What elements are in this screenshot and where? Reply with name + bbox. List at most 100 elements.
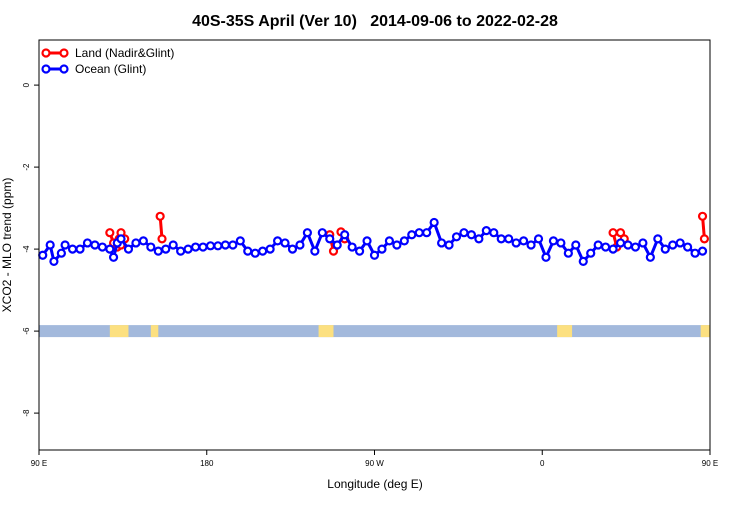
land-patch — [318, 325, 334, 338]
land-patch — [150, 325, 159, 338]
ocean-point — [653, 234, 663, 244]
land-point — [699, 234, 710, 244]
ocean-point — [481, 226, 491, 236]
legend-marker — [41, 64, 51, 74]
ocean-point — [392, 240, 402, 250]
ocean-point — [519, 236, 529, 246]
ocean-point — [697, 246, 708, 256]
ocean-point — [496, 234, 506, 244]
ocean-point — [504, 234, 514, 244]
ocean-point — [67, 244, 78, 254]
ocean-point — [466, 230, 477, 240]
land-point — [697, 211, 708, 221]
ocean-point — [332, 240, 342, 250]
ocean-point — [235, 236, 245, 246]
ocean-point — [608, 244, 618, 254]
legend-marker — [41, 48, 51, 58]
ocean-point — [638, 238, 648, 248]
plot-frame — [38, 39, 711, 451]
legend-marker — [59, 64, 69, 74]
y-tick-label: -8 — [22, 409, 31, 417]
ocean-point — [138, 236, 148, 246]
ocean-point — [630, 242, 641, 252]
ocean-point — [429, 217, 439, 228]
ocean-point — [108, 252, 119, 262]
ocean-point — [280, 238, 290, 248]
chart-title: 40S-35S April (Ver 10) 2014-09-06 to 202… — [192, 13, 558, 30]
ocean-point — [213, 241, 223, 251]
ocean-point — [272, 236, 283, 246]
ocean-point — [161, 244, 171, 254]
ocean-point — [56, 248, 66, 258]
ocean-point — [548, 236, 559, 246]
ocean-point — [45, 240, 55, 250]
ocean-point — [384, 236, 395, 246]
ocean-point — [123, 244, 134, 254]
ocean-point — [250, 248, 260, 258]
ocean-point — [444, 240, 454, 250]
ocean-point — [690, 248, 700, 258]
ocean-point — [601, 242, 611, 252]
ocean-point — [407, 230, 417, 240]
ocean-point — [302, 228, 312, 238]
land-patch — [700, 325, 710, 338]
y-tick-label: 0 — [22, 82, 31, 87]
ocean-point — [131, 238, 141, 248]
ocean-point — [615, 238, 626, 248]
ocean-point — [38, 250, 48, 260]
legend-label: Ocean (Glint) — [75, 62, 146, 76]
ocean-band — [39, 325, 710, 338]
ocean-point — [295, 240, 305, 250]
ocean-point — [325, 234, 335, 244]
ocean-point — [82, 238, 93, 248]
ocean-point — [645, 252, 655, 262]
ocean-point — [354, 246, 365, 256]
x-tick-label: 90 E — [702, 459, 718, 468]
ocean-point — [541, 252, 551, 262]
ocean-point — [623, 240, 633, 250]
y-tick-label: -4 — [22, 245, 31, 253]
ocean-point — [347, 242, 357, 252]
ocean-point — [60, 240, 70, 250]
ocean-point — [75, 244, 85, 254]
ocean-point — [228, 240, 238, 250]
ocean-point — [451, 232, 462, 242]
ocean-point — [205, 241, 216, 251]
ocean-point — [489, 228, 499, 238]
land-patch — [109, 325, 129, 338]
ocean-point — [287, 244, 298, 254]
ocean-point — [437, 238, 447, 248]
ocean-point — [578, 256, 588, 266]
ocean-point — [474, 234, 484, 244]
ocean-point — [317, 228, 327, 238]
x-axis-label: Longitude (deg E) — [327, 477, 422, 491]
ocean-point — [668, 240, 678, 250]
ocean-point — [146, 242, 156, 252]
ocean-point — [183, 244, 193, 254]
x-tick-label: 0 — [540, 459, 545, 468]
legend-marker — [59, 48, 69, 58]
ocean-point — [190, 242, 201, 252]
ocean-point — [168, 240, 178, 250]
ocean-point — [675, 238, 685, 248]
x-tick-label: 90 W — [365, 459, 384, 468]
ocean-point — [116, 234, 126, 244]
land-point — [105, 228, 115, 238]
ocean-point — [556, 238, 566, 248]
ocean-point — [369, 250, 380, 260]
ocean-point — [340, 230, 350, 240]
ocean-point — [571, 240, 581, 250]
ocean-point — [586, 248, 596, 258]
ocean-point — [153, 246, 163, 256]
land-patch — [557, 325, 573, 338]
legend-label: Land (Nadir&Glint) — [75, 46, 174, 60]
axes: 90 E 180 90 W 0 90 E 0 -2 -4 -6 -8 — [22, 82, 718, 468]
ocean-point — [399, 236, 409, 246]
ocean-point — [362, 236, 372, 246]
ocean-point — [526, 240, 536, 250]
y-tick-label: -2 — [22, 163, 31, 171]
ocean-point — [459, 228, 469, 238]
ocean-point — [265, 244, 275, 254]
ocean-point — [105, 244, 115, 254]
ocean-point — [220, 240, 230, 250]
